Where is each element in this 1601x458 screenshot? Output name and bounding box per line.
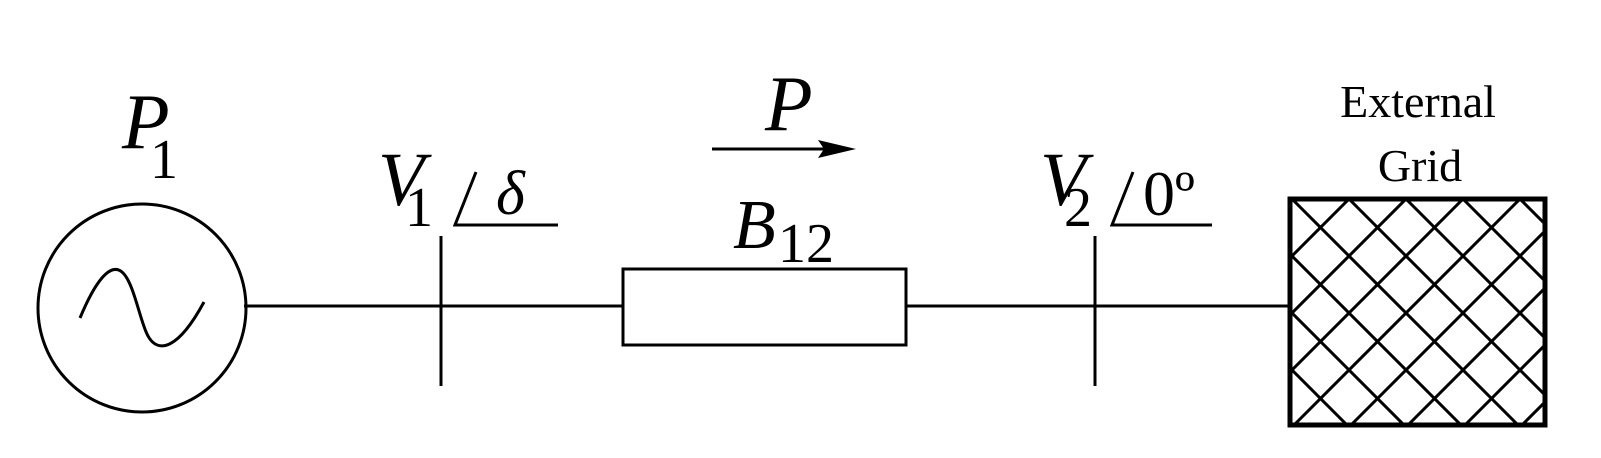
bus-2-voltage-label: V xyxy=(1040,138,1094,222)
line-impedance-box xyxy=(621,267,908,347)
hatch-line xyxy=(1009,199,1235,425)
hatch-line xyxy=(1463,342,1545,425)
external-grid-hatch xyxy=(838,199,1601,425)
power-flow-label: P xyxy=(764,60,813,147)
generator-label: P xyxy=(121,78,170,165)
hatch-line xyxy=(1461,199,1545,284)
external-grid-label-line-1: External xyxy=(1340,76,1496,127)
hatch-line xyxy=(1290,199,1408,318)
hatch-line xyxy=(1577,199,1601,425)
hatch-line xyxy=(1290,199,1294,204)
power-flow-arrow-icon xyxy=(818,140,856,158)
hatch-line xyxy=(838,199,1064,425)
hatch-line xyxy=(1290,365,1349,425)
bus-1-voltage-subscript: 1 xyxy=(405,177,433,239)
bus-2-label: V 2 0º xyxy=(1040,138,1212,239)
sine-wave-icon xyxy=(78,268,206,348)
external-grid-frame xyxy=(1287,196,1548,428)
bus-1-angle-value: δ xyxy=(496,160,526,228)
bus-2-angle-value: 0º xyxy=(1143,158,1195,229)
hatch-line xyxy=(1406,285,1545,425)
bus-1-angle-symbol xyxy=(452,171,558,227)
generator xyxy=(36,202,248,414)
hatch-line xyxy=(1404,199,1545,341)
external-grid-label-line-2: Grid xyxy=(1378,140,1462,191)
hatch-line xyxy=(1290,422,1292,425)
generator-circle xyxy=(36,202,248,414)
hatch-line xyxy=(1290,199,1465,375)
hatch-line xyxy=(1292,199,1522,425)
bus-2-angle-symbol xyxy=(1109,171,1212,227)
hatch-line xyxy=(1349,228,1545,425)
hatch-line xyxy=(1518,199,1545,227)
line-label-subscript: 12 xyxy=(778,213,834,275)
bus-1-voltage-label: V xyxy=(378,138,432,222)
hatch-line xyxy=(1520,399,1545,425)
bus-1-label: V 1 δ xyxy=(378,138,558,239)
external-grid-box xyxy=(838,196,1601,428)
bus-2-voltage-subscript: 2 xyxy=(1064,177,1092,239)
generator-label-subscript: 1 xyxy=(150,129,178,191)
hatch-line xyxy=(1290,199,1351,261)
line-label: B xyxy=(733,187,776,264)
